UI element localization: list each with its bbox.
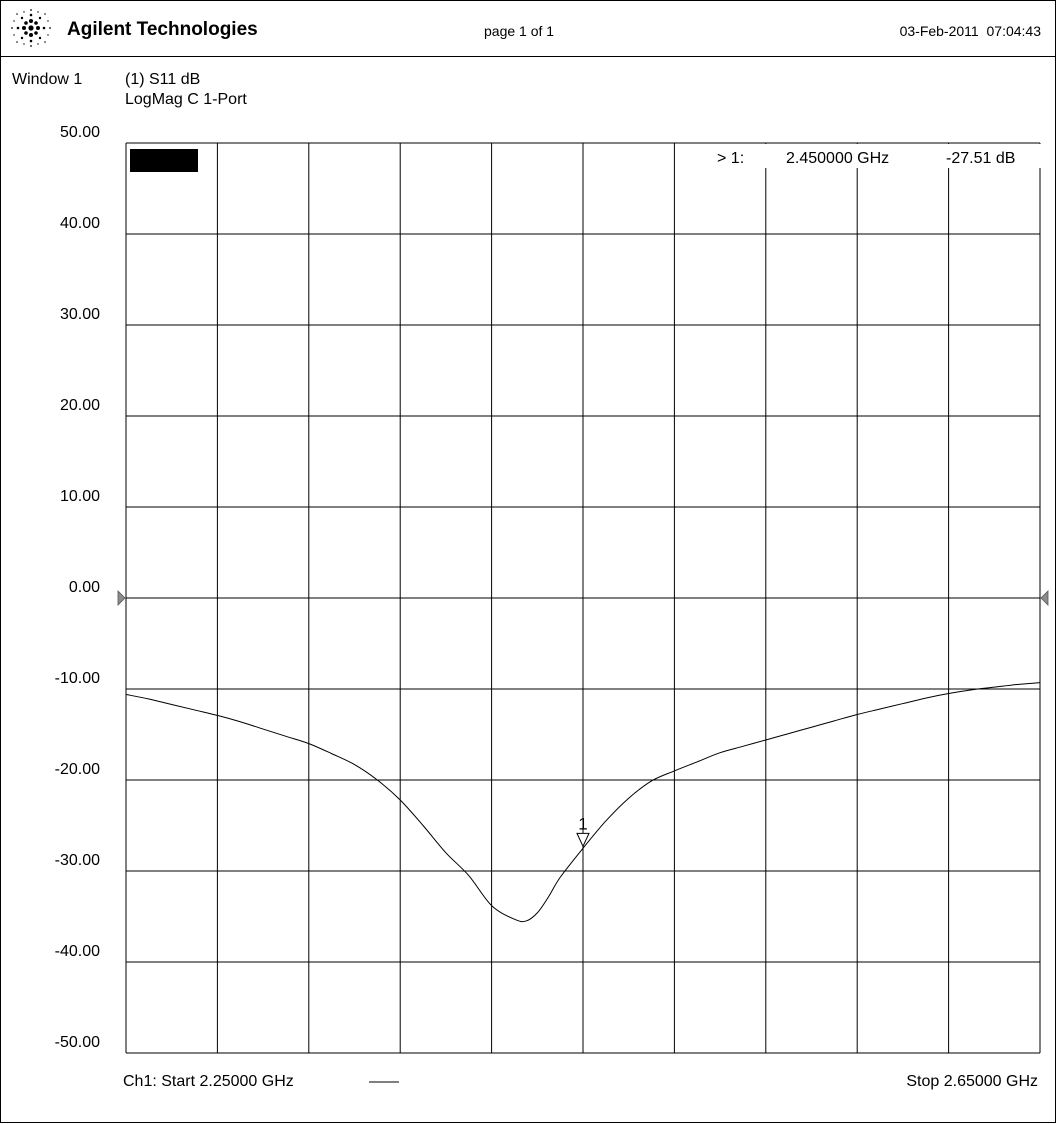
y-tick-label: 0.00: [69, 579, 100, 596]
reference-arrow-left: [117, 590, 126, 606]
y-tick-label: -50.00: [55, 1034, 100, 1051]
marker-readout-prefix: > 1:: [717, 150, 744, 167]
y-axis-ticks: 50.00 40.00 30.00 20.00 10.00 0.00 -10.00 -20.0…: [55, 124, 100, 1051]
y-tick-label: -20.00: [55, 761, 100, 778]
date: 03-Feb-2011: [899, 23, 979, 39]
markers: 1: [576, 814, 590, 848]
window-label: Window 1: [12, 71, 83, 88]
y-tick-label: 50.00: [60, 124, 100, 141]
reference-arrow-right: [1040, 590, 1049, 606]
trace-format: LogMag C 1-Port: [125, 91, 247, 108]
s11-trace-line: [125, 682, 1041, 923]
y-tick-label: 40.00: [60, 215, 100, 232]
start-frequency: Ch1: Start 2.25000 GHz: [123, 1073, 294, 1090]
y-tick-label: 10.00: [60, 488, 100, 505]
stop-frequency: Stop 2.65000 GHz: [906, 1073, 1038, 1090]
active-trace-indicator: [130, 149, 198, 172]
page-indicator: page 1 of 1: [484, 23, 555, 39]
marker-readout: > 1: 2.450000 GHz -27.51 dB: [701, 144, 1041, 168]
brand-name: Agilent Technologies: [67, 19, 258, 40]
header: Agilent Technologies page 1 of 1 03-Feb-…: [1, 1, 1055, 57]
y-tick-label: 30.00: [60, 306, 100, 323]
marker-readout-frequency: 2.450000 GHz: [786, 150, 889, 167]
legend-line-icon: [369, 1081, 399, 1083]
marker-readout-value: -27.51 dB: [946, 150, 1015, 167]
y-tick-label: -30.00: [55, 852, 100, 869]
grid: [125, 142, 1041, 1054]
agilent-spark-icon: [11, 9, 51, 47]
time: 07:04:43: [986, 23, 1042, 39]
y-tick-label: -10.00: [55, 670, 100, 687]
y-tick-label: 20.00: [60, 397, 100, 414]
marker-label: 1: [578, 814, 587, 833]
reference-level-markers: [117, 590, 1049, 606]
timestamp: 03-Feb-2011 07:04:43: [900, 23, 1041, 39]
marker-triangle: [576, 832, 590, 848]
y-tick-label: -40.00: [55, 943, 100, 960]
trace-title: (1) S11 dB: [125, 71, 201, 88]
